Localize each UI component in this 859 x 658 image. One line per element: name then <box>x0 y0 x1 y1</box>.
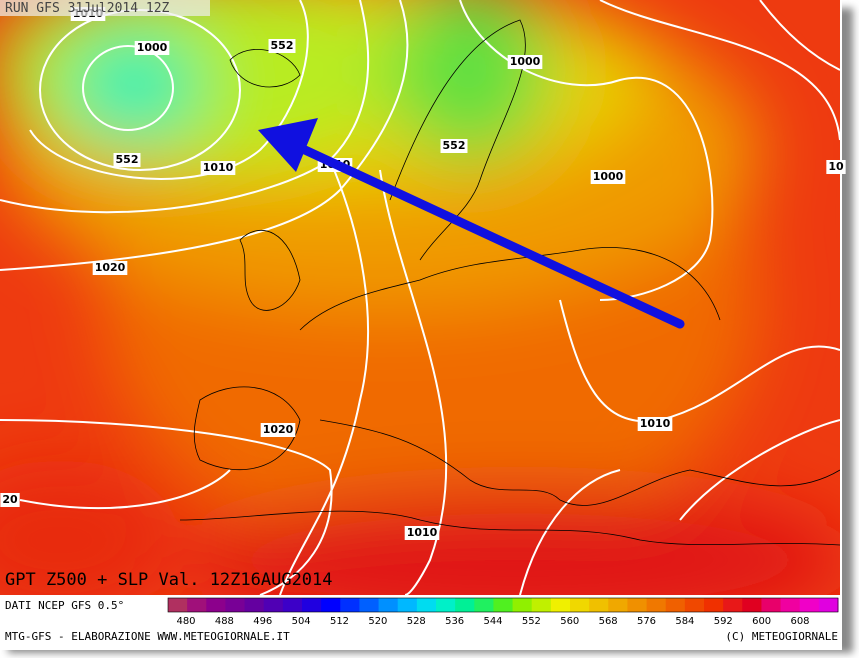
contour-label-bg <box>92 261 128 275</box>
colorbar-swatch <box>780 598 801 612</box>
data-source: DATI NCEP GFS 0.5° <box>5 599 124 612</box>
contour-label: 1020 <box>263 423 294 436</box>
colorbar-swatch <box>244 598 265 612</box>
colorbar-label: 600 <box>752 616 771 627</box>
colorbar-swatch <box>187 598 207 612</box>
colorbar-swatch <box>282 598 303 612</box>
contour-label-bg <box>113 153 141 167</box>
colorbar-swatch <box>168 598 188 612</box>
header-bg <box>0 0 210 16</box>
contour-label: 10 <box>828 160 844 173</box>
colorbar-swatch <box>206 598 226 612</box>
colorbar-swatch <box>550 598 571 612</box>
colorbar-swatch <box>704 598 724 612</box>
contour-label-bg <box>637 417 673 431</box>
arrow <box>258 118 685 329</box>
colorbar-swatch <box>455 598 475 612</box>
colorbar-swatch <box>436 598 456 612</box>
colorbar-swatch <box>359 598 380 612</box>
colorbar-label: 592 <box>714 616 733 627</box>
contour-label: 1000 <box>510 55 541 68</box>
colorbar-swatch <box>665 598 686 612</box>
product-title: GPT Z500 + SLP Val. 12Z16AUG2014 <box>5 570 333 590</box>
colorbar: 480 488 496 504 512 520 528 536 544 552 560 568 576 5… <box>167 597 839 627</box>
colorbar-swatch <box>646 598 667 612</box>
colorbar-label: 576 <box>637 616 656 627</box>
contour-label: 1010 <box>203 161 234 174</box>
colorbar-label: 512 <box>330 616 349 627</box>
colorbar-swatch <box>723 598 743 612</box>
colorbar-label: 480 <box>176 616 195 627</box>
contour-label: 1010 <box>407 526 438 539</box>
contour-label-bg <box>826 160 846 174</box>
contour-label-bg <box>404 526 440 540</box>
colorbar-swatch <box>589 598 609 612</box>
colorbar-swatch <box>263 598 284 612</box>
colorbar-label: 544 <box>483 616 502 627</box>
contour-label-bg <box>590 170 626 184</box>
colorbar-swatch <box>378 598 399 612</box>
contour-label: 552 <box>116 153 139 166</box>
contour-label: 1010 <box>640 417 671 430</box>
colorbar-swatch <box>340 598 360 612</box>
contour-label-bg <box>0 493 20 507</box>
colorbar-label: 568 <box>599 616 618 627</box>
colorbar-swatch <box>761 598 782 612</box>
contour-label: 552 <box>271 39 294 52</box>
colorbar-swatch <box>818 598 839 612</box>
colorbar-label: 560 <box>560 616 579 627</box>
colorbar-label: 488 <box>215 616 234 627</box>
colorbar-label: 496 <box>253 616 272 627</box>
colorbar-swatch <box>512 598 533 612</box>
colorbar-swatch <box>684 598 705 612</box>
colorbar-label: 608 <box>790 616 809 627</box>
contour-label-bg <box>134 41 170 55</box>
colorbar-swatch <box>627 598 648 612</box>
colorbar-label: 504 <box>292 616 311 627</box>
colorbar-swatch <box>493 598 514 612</box>
contour-label: 1000 <box>137 41 168 54</box>
colorbar-swatch <box>225 598 246 612</box>
contour-label: 552 <box>443 139 466 152</box>
colorbar-swatch <box>321 598 341 612</box>
colorbar-swatch <box>608 598 628 612</box>
colorbar-swatch <box>474 598 494 612</box>
colorbar-swatch <box>799 598 820 612</box>
colorbar-swatch <box>742 598 762 612</box>
contour-label-bg <box>507 55 543 69</box>
contour-label-bg <box>268 39 296 53</box>
colorbar-label: 536 <box>445 616 464 627</box>
colorbar-label: 552 <box>522 616 541 627</box>
contour-label-bg <box>200 161 236 175</box>
colorbar-label: 528 <box>407 616 426 627</box>
colorbar-swatch <box>531 598 552 612</box>
credit: MTG-GFS - ELABORAZIONE WWW.METEOGIORNALE… <box>5 630 290 643</box>
contour-label: 1020 <box>95 261 126 274</box>
colorbar-label: 520 <box>368 616 387 627</box>
contour-label: 1000 <box>593 170 624 183</box>
colorbar-swatch <box>397 598 418 612</box>
colorbar-swatch <box>416 598 437 612</box>
copyright: (C) METEOGIORNALE <box>725 630 838 643</box>
contour-label-bg <box>440 139 468 153</box>
colorbar-border <box>167 597 839 613</box>
run-label: RUN GFS 31Jul2014 12Z <box>5 1 170 16</box>
contour-label: 20 <box>2 493 18 506</box>
colorbar-swatch <box>570 598 590 612</box>
contour-label-bg <box>260 423 296 437</box>
colorbar-label: 584 <box>675 616 694 627</box>
colorbar-swatch <box>302 598 322 612</box>
